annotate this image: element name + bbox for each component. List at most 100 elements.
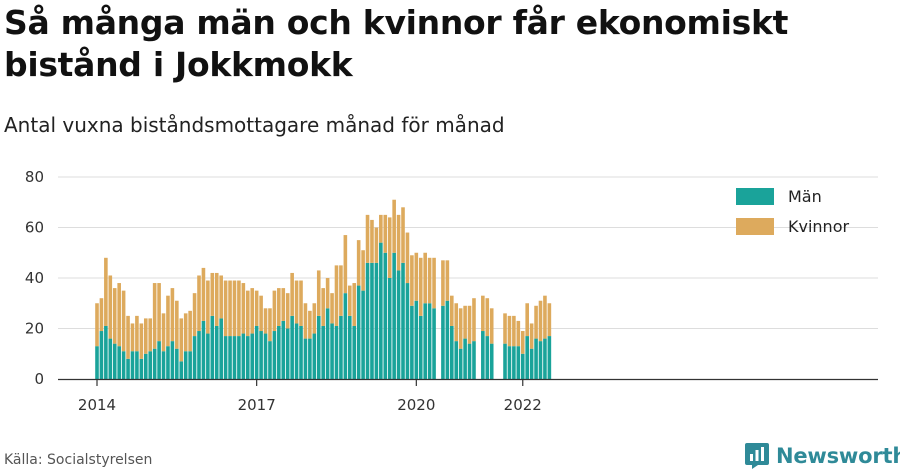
bar-segment-women bbox=[219, 275, 223, 319]
bar-segment-men bbox=[95, 346, 99, 379]
bar-segment-women bbox=[529, 323, 534, 349]
bar-segment-women bbox=[520, 331, 525, 354]
axes: 0 20 40 60 80 2014 2017 2020 2022 bbox=[25, 168, 878, 414]
bar-segment-men bbox=[547, 336, 552, 379]
bar-segment-women bbox=[458, 308, 463, 349]
bar-segment-men bbox=[343, 293, 348, 379]
bar-segment-women bbox=[418, 257, 423, 316]
bar-segment-men bbox=[481, 331, 485, 379]
bar-segment-women bbox=[277, 288, 281, 326]
bar-segment-women bbox=[325, 278, 330, 309]
bar-segment-men bbox=[392, 252, 396, 379]
bar-segment-men bbox=[117, 346, 121, 379]
y-tick-label: 80 bbox=[25, 168, 44, 186]
brand-name: Newsworthy bbox=[776, 444, 900, 468]
bar-segment-women bbox=[543, 295, 547, 339]
bar-segment-men bbox=[206, 333, 210, 379]
bar-segment-men bbox=[330, 323, 334, 379]
bar-segment-women bbox=[299, 280, 303, 326]
bar-segment-women bbox=[290, 272, 294, 316]
bar-segment-women bbox=[99, 298, 104, 332]
bar-segment-men bbox=[228, 336, 232, 379]
bar-segment-men bbox=[489, 343, 494, 379]
bar-segment-men bbox=[210, 315, 215, 379]
bar-segment-women bbox=[330, 293, 334, 324]
bar-segment-men bbox=[463, 338, 467, 379]
bar-segment-women bbox=[538, 300, 543, 342]
bar-segment-women bbox=[414, 252, 419, 301]
bar-segment-women bbox=[308, 310, 312, 339]
bar-segment-men bbox=[183, 351, 188, 379]
bar-segment-women bbox=[166, 295, 170, 347]
bar-segment-women bbox=[374, 227, 379, 263]
bar-segment-men bbox=[387, 278, 392, 379]
bar-segment-men bbox=[396, 270, 401, 379]
bar-segment-men bbox=[467, 343, 472, 379]
bar-segment-women bbox=[312, 303, 317, 334]
bar-segment-men bbox=[285, 328, 290, 379]
bar-segment-men bbox=[175, 348, 179, 379]
bar-segment-women bbox=[228, 280, 232, 337]
bar-segment-women bbox=[294, 280, 299, 324]
bar-segment-men bbox=[432, 308, 436, 379]
bar-segment-men bbox=[485, 336, 490, 379]
bar-segment-women bbox=[321, 288, 325, 326]
bar-segment-men bbox=[303, 338, 308, 379]
bar-segment-men bbox=[277, 325, 281, 379]
bar-segment-men bbox=[192, 336, 197, 379]
bar-segment-men bbox=[268, 341, 272, 379]
bar-segment-women bbox=[223, 280, 228, 337]
bar-segment-men bbox=[347, 315, 352, 379]
bar-segment-women bbox=[179, 318, 184, 362]
bar-segment-men bbox=[108, 338, 113, 379]
bar-segment-men bbox=[401, 262, 405, 379]
bar-segment-women bbox=[245, 290, 250, 337]
bar-segment-men bbox=[445, 300, 450, 379]
bar-segment-men bbox=[361, 290, 365, 379]
bar-segment-men bbox=[529, 348, 534, 379]
bar-segment-women bbox=[108, 275, 113, 339]
bar-segment-men bbox=[290, 315, 294, 379]
bar-chart-logo-icon bbox=[745, 443, 769, 469]
bar-segment-women bbox=[152, 283, 157, 349]
bar-segment-women bbox=[170, 288, 175, 342]
legend-label: Kvinnor bbox=[788, 217, 849, 236]
y-tick-label: 0 bbox=[34, 370, 44, 388]
bar-segment-women bbox=[396, 214, 401, 271]
bar-segment-men bbox=[543, 338, 547, 379]
bar-segment-men bbox=[414, 300, 419, 379]
bar-segment-women bbox=[512, 315, 516, 347]
bar-segment-men bbox=[135, 351, 139, 379]
bar-segment-men bbox=[143, 353, 148, 379]
y-tick-label: 20 bbox=[25, 320, 44, 338]
bar-segment-women bbox=[489, 308, 494, 344]
bar-segment-women bbox=[516, 320, 521, 347]
bar-segment-women bbox=[365, 214, 370, 263]
bar-segment-men bbox=[197, 331, 201, 379]
bar-segment-men bbox=[472, 341, 476, 379]
legend-label: Män bbox=[788, 187, 822, 206]
bar-segment-women bbox=[161, 313, 166, 352]
bar-segment-women bbox=[112, 288, 117, 344]
bar-segment-men bbox=[294, 323, 299, 379]
bar-segment-men bbox=[410, 305, 414, 379]
bar-segment-men bbox=[254, 325, 259, 379]
brand-logo[interactable]: Newsworthy bbox=[744, 440, 900, 472]
bar-segment-men bbox=[245, 336, 250, 379]
bar-segment-men bbox=[121, 351, 126, 379]
bar-segment-women bbox=[197, 275, 201, 332]
bar-segment-men bbox=[520, 353, 525, 379]
bar-segment-women bbox=[547, 303, 552, 337]
bar-segment-women bbox=[285, 293, 290, 329]
bar-segment-men bbox=[365, 262, 370, 379]
bar-segment-women bbox=[95, 303, 99, 347]
bar-segment-men bbox=[232, 336, 237, 379]
bar-segment-men bbox=[370, 262, 374, 379]
bar-segment-women bbox=[463, 305, 467, 339]
bar-segment-women bbox=[445, 260, 450, 301]
bar-segment-men bbox=[241, 333, 246, 379]
bar-segment-men bbox=[423, 303, 427, 379]
bar-segment-men bbox=[161, 351, 166, 379]
bar-segment-women bbox=[441, 260, 445, 306]
bar-segment-women bbox=[201, 267, 206, 321]
